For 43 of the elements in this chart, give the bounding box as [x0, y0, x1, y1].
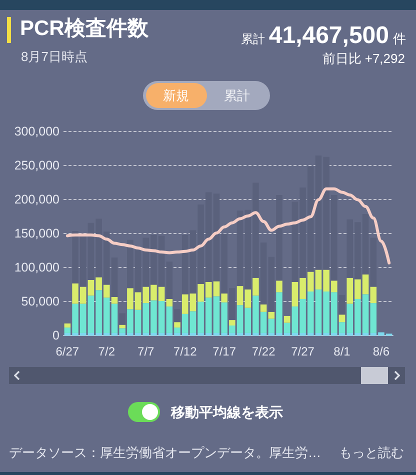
y-tick-label: 50,000 — [21, 294, 60, 309]
bar — [174, 322, 180, 328]
x-tick-label: 7/17 — [212, 344, 236, 359]
x-tick-label: 7/12 — [173, 344, 198, 359]
text: 移動平均線を表示 — [171, 403, 283, 421]
bar — [119, 313, 126, 325]
y-tick-label: 100,000 — [14, 260, 60, 275]
x-tick-label: 8/1 — [334, 344, 351, 359]
text: 累計 — [224, 88, 250, 104]
x-tick-label: 8/6 — [372, 344, 390, 359]
x-tick-label: 7/22 — [252, 344, 276, 359]
bar — [276, 280, 282, 292]
bar — [338, 294, 346, 315]
x-tick-label: 7/27 — [291, 344, 315, 359]
chart-subtitle: 8月7日時点 — [21, 49, 88, 65]
text: データソース：厚生労働省オープンデータ。厚生労… — [9, 445, 321, 461]
text: 新規 — [163, 88, 189, 104]
text: 41,467,500 — [268, 22, 389, 49]
bar — [229, 320, 236, 326]
bar — [166, 262, 173, 299]
bar — [119, 324, 126, 328]
y-tick-label: 300,000 — [14, 124, 60, 139]
bar — [64, 323, 71, 328]
bar — [284, 316, 290, 323]
y-tick-label: 250,000 — [14, 158, 60, 173]
x-tick-label: 6/27 — [56, 344, 80, 359]
bar — [166, 298, 173, 306]
x-tick-label: 7/7 — [138, 344, 155, 359]
text: 件 — [393, 30, 406, 48]
chart-title: PCR検査件数 — [20, 17, 148, 41]
bar — [182, 294, 188, 314]
text: 前日比 +7,292 — [322, 51, 405, 67]
x-tick-label: 7/2 — [98, 344, 116, 359]
y-tick-label: 0 — [52, 328, 60, 343]
line-series — [66, 187, 391, 264]
y-tick-label: 200,000 — [14, 192, 60, 207]
bar — [260, 304, 267, 312]
bar — [174, 309, 180, 322]
text: もっと読む — [339, 445, 404, 461]
text: 累計 — [240, 31, 265, 48]
bar — [268, 312, 275, 319]
bar — [338, 314, 346, 322]
y-tick-label: 150,000 — [14, 226, 60, 241]
